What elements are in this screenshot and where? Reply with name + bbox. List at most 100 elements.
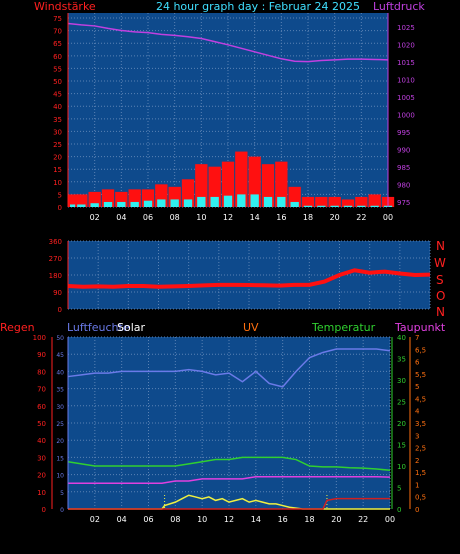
uv-tick-label: 4,5 <box>415 395 426 403</box>
wind-bars <box>68 151 395 207</box>
wind-bar <box>328 196 341 207</box>
weather-x-tick-label: 12 <box>224 515 234 524</box>
wind-x-tick-label: 04 <box>116 213 126 222</box>
rain-tick-label: 40 <box>37 437 46 445</box>
pressure-axis-label: Luftdruck <box>373 0 425 13</box>
rain-tick-label: 90 <box>37 351 46 359</box>
wind-tick-label: 70 <box>53 28 62 36</box>
wind-x-tick-label: 14 <box>250 213 260 222</box>
weather-x-tick-label: 04 <box>117 515 127 524</box>
series-line-solar <box>68 494 390 510</box>
gust-bar <box>90 203 99 207</box>
wind-x-tick-label: 16 <box>276 213 286 222</box>
wind-x-tick-label: 08 <box>170 213 180 222</box>
uv-tick-label: 5,5 <box>415 371 426 379</box>
series-line-temperatur <box>67 456 391 472</box>
humidity-tick-label: 50 <box>56 335 64 342</box>
wind-x-tick-label: 12 <box>223 213 233 222</box>
gust-bar <box>157 199 166 207</box>
weather-x-tick-label: 18 <box>304 515 314 524</box>
gust-bar <box>237 194 246 207</box>
wind-axis-label: Windstärke <box>34 0 96 13</box>
pressure-tick-label: 1015 <box>397 59 415 67</box>
pressure-tick-label: 1005 <box>397 94 415 102</box>
pressure-tick-label: 1025 <box>397 24 415 32</box>
wind-x-tick-label: 18 <box>303 213 313 222</box>
wind-bar <box>195 164 208 207</box>
humidity-tick-label: 0 <box>60 507 64 514</box>
dewpoint-label: Taupunkt <box>394 321 446 334</box>
wind-tick-label: 75 <box>53 15 62 23</box>
gust-bar <box>197 196 206 207</box>
wind-bar <box>248 156 261 207</box>
weather-x-tick-label: 02 <box>90 515 100 524</box>
wind-tick-label: 40 <box>53 103 62 111</box>
wind-x-tick-label: 00 <box>383 213 393 222</box>
uv-tick-label: 5 <box>415 383 419 391</box>
pressure-tick-label: 990 <box>397 146 410 154</box>
humidity-tick-label: 20 <box>56 438 64 445</box>
direction-label-w: W <box>434 256 446 270</box>
rain-tick-label: 10 <box>37 489 46 497</box>
rain-tick-label: 100 <box>33 334 46 342</box>
humidity-tick-label: 35 <box>56 387 64 394</box>
gust-bar <box>290 201 299 207</box>
humidity-tick-label: 10 <box>56 473 64 480</box>
pressure-tick-label: 995 <box>397 129 410 137</box>
series-line-luftfeuchte <box>67 348 391 388</box>
wind-tick-label: 10 <box>53 179 62 187</box>
gust-bar <box>117 201 126 207</box>
wind-bar <box>261 164 275 207</box>
pressure-tick-label: 980 <box>397 181 410 189</box>
gust-bar <box>263 196 273 207</box>
temperature-tick-label: 15 <box>397 442 406 450</box>
direction-label-s: S <box>436 273 444 287</box>
uv-tick-label: 1 <box>415 481 419 489</box>
weather-x-tick-label: 20 <box>331 515 341 524</box>
weather-x-tick-label: 10 <box>197 515 207 524</box>
direction-tick-label: 270 <box>49 255 62 263</box>
wind-tick-label: 45 <box>53 91 62 99</box>
temperature-label: Temperatur <box>311 321 376 334</box>
rain-tick-label: 50 <box>37 420 46 428</box>
uv-tick-label: 3 <box>415 432 419 440</box>
wind-tick-label: 20 <box>53 154 62 162</box>
wind-x-tick-label: 22 <box>356 213 366 222</box>
series-lines <box>67 22 431 510</box>
weather-plot-area <box>68 337 390 509</box>
temperature-tick-label: 20 <box>397 420 406 428</box>
pressure-tick-label: 985 <box>397 164 410 172</box>
wind-bar <box>315 196 328 207</box>
wind-tick-label: 65 <box>53 40 62 48</box>
wind-bar <box>275 161 288 207</box>
gust-bar <box>343 205 353 207</box>
gust-bar <box>277 196 286 207</box>
weather-x-tick-label: 22 <box>358 515 368 524</box>
wind-x-tick-label: 06 <box>143 213 153 222</box>
humidity-tick-label: 25 <box>56 421 64 428</box>
solar-label: Solar <box>117 321 146 334</box>
direction-tick-label: 90 <box>53 289 62 297</box>
wind-bar <box>355 196 368 207</box>
direction-tick-label: 180 <box>49 272 62 280</box>
uv-tick-label: 6,5 <box>415 346 426 354</box>
pressure-line <box>67 22 389 63</box>
uv-tick-label: 2,5 <box>415 445 426 453</box>
wind-bar <box>301 196 315 207</box>
uv-tick-label: 4 <box>415 408 420 416</box>
temperature-tick-label: 10 <box>397 463 406 471</box>
uv-tick-label: 0 <box>415 506 419 514</box>
gust-bar <box>70 204 79 207</box>
pressure-tick-label: 1010 <box>397 76 415 84</box>
rain-tick-label: 30 <box>37 454 46 462</box>
wind-tick-label: 30 <box>53 128 62 136</box>
series-line-regen <box>68 497 390 510</box>
temperature-tick-label: 40 <box>397 334 406 342</box>
uv-tick-label: 3,5 <box>415 420 426 428</box>
gust-bar <box>143 200 153 207</box>
gust-bar <box>103 201 113 207</box>
wind-direction-line <box>67 268 431 289</box>
gust-bar <box>317 205 326 207</box>
gust-bar <box>250 194 259 207</box>
